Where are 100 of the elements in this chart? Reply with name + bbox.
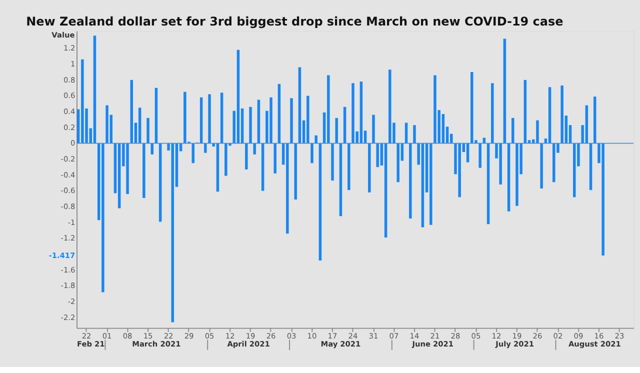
bar bbox=[306, 96, 310, 144]
bar bbox=[253, 143, 256, 154]
x-tick-label: 08 bbox=[122, 331, 133, 340]
text: August 2021 bbox=[568, 339, 621, 348]
x-tick-label: 10 bbox=[307, 331, 317, 340]
bar bbox=[150, 143, 154, 154]
y-tick-label: -1.2 bbox=[60, 234, 76, 243]
y-tick-label: 0.8 bbox=[63, 75, 76, 84]
bar bbox=[270, 97, 272, 144]
x-tick-label: 26 bbox=[532, 331, 542, 340]
bar bbox=[536, 120, 539, 144]
x-tick-label: 12 bbox=[492, 331, 502, 340]
bar bbox=[360, 82, 363, 144]
y-tick-label: -0.6 bbox=[60, 186, 76, 196]
x-tick-label: 21 bbox=[430, 331, 440, 340]
y-tick-label: 1.2 bbox=[63, 44, 76, 53]
text: Feb 21 bbox=[76, 339, 105, 348]
bar bbox=[138, 108, 142, 144]
x-tick-label: 31 bbox=[368, 331, 378, 340]
x-tick-label: 22 bbox=[82, 331, 92, 340]
x-tick-label: 28 bbox=[450, 331, 460, 340]
text: May 2021 bbox=[320, 339, 361, 348]
bar bbox=[81, 59, 84, 144]
bar bbox=[106, 105, 108, 144]
bar bbox=[503, 38, 506, 144]
bar bbox=[560, 86, 564, 144]
x-tick-label: 09 bbox=[574, 331, 584, 340]
bar bbox=[294, 143, 297, 200]
bar bbox=[257, 100, 260, 144]
x-tick-label: 02 bbox=[553, 331, 563, 340]
bar bbox=[102, 143, 104, 292]
bar bbox=[404, 122, 408, 144]
bar bbox=[335, 118, 338, 144]
bar bbox=[192, 143, 194, 164]
y-tick-label: 0.6 bbox=[63, 91, 76, 100]
bar bbox=[220, 92, 224, 144]
x-tick-label: 23 bbox=[614, 331, 624, 340]
bar bbox=[204, 143, 207, 153]
bar bbox=[261, 143, 264, 191]
bar bbox=[154, 88, 158, 144]
bar bbox=[146, 118, 150, 144]
chart-title: New Zealand dollar set for 3rd biggest drop since March on new COVID-19 case bbox=[26, 14, 564, 28]
bar bbox=[200, 97, 203, 144]
bar bbox=[516, 143, 518, 206]
x-tick-label: 17 bbox=[328, 331, 338, 340]
y-tick-label: -0.4 bbox=[60, 170, 76, 180]
bar bbox=[507, 143, 510, 212]
x-tick-label: 15 bbox=[143, 331, 154, 340]
bar bbox=[486, 143, 490, 224]
y-tick-label: -2 bbox=[68, 296, 76, 306]
bar bbox=[236, 50, 240, 144]
bar bbox=[430, 143, 432, 225]
bar bbox=[286, 143, 289, 234]
bar bbox=[434, 75, 436, 144]
text: March 2021 bbox=[132, 339, 181, 348]
bar bbox=[421, 143, 424, 228]
x-tick-label: 24 bbox=[348, 331, 358, 340]
bar bbox=[376, 143, 379, 168]
bar bbox=[274, 143, 276, 174]
bar bbox=[540, 143, 543, 188]
bar bbox=[348, 143, 350, 190]
y-tick-label: 0.4 bbox=[63, 106, 76, 116]
bar bbox=[470, 72, 474, 144]
bar bbox=[384, 143, 388, 238]
bar bbox=[184, 92, 186, 144]
bar bbox=[171, 143, 174, 322]
x-tick-label: 01 bbox=[102, 331, 112, 340]
bar bbox=[310, 143, 314, 164]
y-tick-label: 0 bbox=[70, 138, 76, 148]
y-tick-label: -0.2 bbox=[60, 154, 76, 164]
bar bbox=[343, 106, 346, 144]
bar bbox=[290, 98, 293, 144]
x-tick-label: 07 bbox=[389, 331, 399, 340]
bar bbox=[593, 96, 596, 144]
y-tick-label: -1 bbox=[68, 218, 76, 227]
bar bbox=[442, 114, 445, 144]
bar bbox=[93, 36, 96, 144]
text: July 2021 bbox=[494, 339, 534, 348]
x-tick-label: 29 bbox=[184, 331, 194, 340]
bar bbox=[158, 143, 162, 222]
bar bbox=[126, 143, 129, 194]
bar bbox=[589, 143, 592, 190]
bar bbox=[548, 87, 552, 144]
bar bbox=[491, 83, 494, 144]
x-tick-label: 16 bbox=[594, 331, 604, 340]
x-tick-label: 05 bbox=[204, 331, 215, 340]
y-tick-label: 1 bbox=[70, 59, 76, 68]
x-tick-label: 05 bbox=[471, 331, 481, 340]
x-tick-label: 19 bbox=[512, 331, 522, 340]
bar bbox=[339, 143, 342, 216]
y-tick-label: -1.6 bbox=[60, 265, 76, 274]
x-tick-label: 14 bbox=[410, 331, 420, 340]
x-tick-label: 26 bbox=[266, 331, 276, 340]
bar bbox=[602, 143, 604, 256]
y-tick-label: -1.417 bbox=[48, 250, 76, 260]
bar bbox=[327, 75, 330, 144]
y-tick-label: -1.8 bbox=[60, 281, 76, 290]
bar bbox=[372, 114, 375, 144]
bar bbox=[245, 143, 248, 170]
bar bbox=[318, 143, 322, 261]
